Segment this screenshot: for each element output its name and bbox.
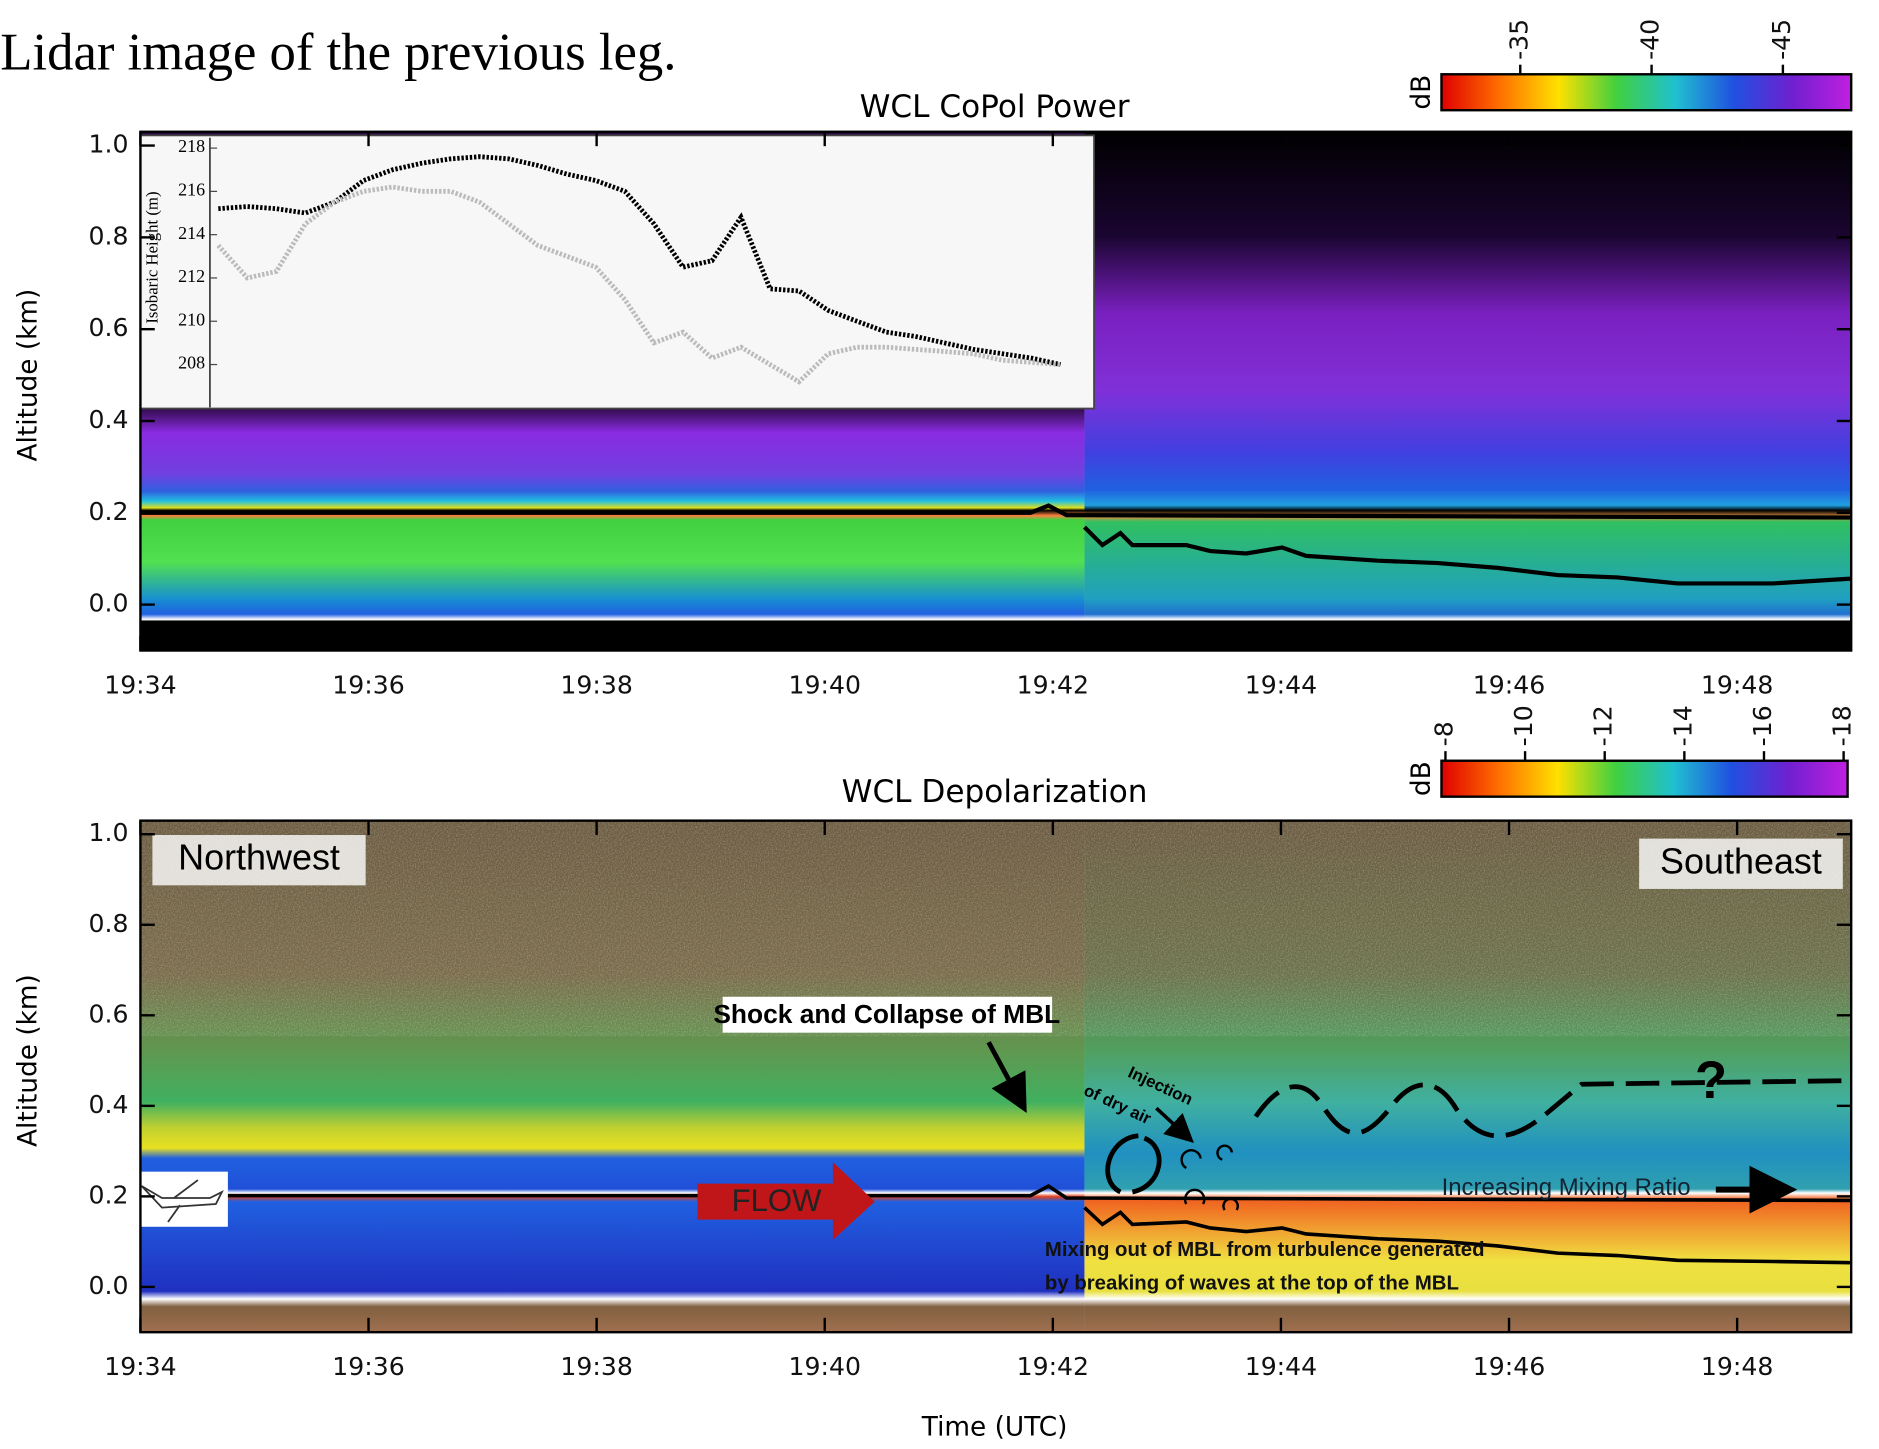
plot-frame [139,130,1853,652]
x-tick-label: 19:40 [789,1352,861,1381]
colorbar [1440,759,1849,798]
y-tick-label: 0.2 [88,497,128,526]
annotation: ? [1695,1051,1727,1110]
x-tick-label: 19:34 [104,1352,176,1381]
colorbar-tick-label: -18 [1828,705,1857,746]
chart-title: WCL CoPol Power [860,89,1130,125]
colorbar-label: dB [1407,761,1437,796]
colorbar-tick-label: -12 [1589,705,1618,746]
shock-arrow [986,1041,1027,1114]
x-tick-label: 19:44 [1245,670,1317,699]
y-tick-label: 0.4 [88,405,128,434]
heading: Lidar image of the previous leg. [0,24,676,82]
y-tick-label: 0.4 [88,1090,128,1119]
image-right [1084,131,1852,651]
series-line [218,154,1062,367]
annotation: Northwest [178,837,340,878]
y-axis-label: Altitude (km) [14,289,44,462]
y-tick-label: 0.6 [88,999,128,1028]
boundary-trace [1082,525,1852,586]
x-tick-label: 19:40 [789,670,861,699]
colorbar-tick-label: -40 [1636,19,1665,60]
aircraft-shape [140,1179,224,1223]
depol-image: Northwest Southeast Shock and Collapse o… [132,820,1852,1333]
x-tick-label: 19:42 [1017,1352,1089,1381]
colorbar-tick-label: -8 [1429,721,1458,746]
injection-arrow [1155,1106,1194,1143]
x-axis-label: Time (UTC) [921,1413,1068,1443]
colorbar-tick-label: -45 [1767,19,1796,60]
chart-title: WCL Depolarization [842,774,1148,810]
y-tick-label: 0.8 [88,221,128,250]
mbl-top-trace [140,503,1852,520]
inset-frame [139,134,1095,410]
colorbar-tick-label: -10 [1509,705,1538,746]
y-tick-label: 210 [178,309,205,329]
label-box [1639,838,1843,889]
x-tick-label: 19:48 [1701,1352,1773,1381]
y-tick-label: 0.6 [88,313,128,342]
annotation: Southeast [1660,840,1822,881]
y-tick-label: 208 [178,353,205,373]
y-tick-label: 0.0 [88,589,128,618]
x-tick-label: 19:36 [332,1352,404,1381]
x-tick-label: 19:46 [1473,670,1545,699]
x-tick-label: 19:44 [1245,1352,1317,1381]
x-tick-label: 19:36 [332,670,404,699]
y-tick-label: 1.0 [88,130,128,159]
label-box [722,996,1053,1033]
x-tick-label: 19:48 [1701,670,1773,699]
colorbar [1440,73,1853,112]
x-tick-label: 19:38 [560,1352,632,1381]
y-tick-label: 218 [178,136,205,156]
x-tick-label: 19:34 [104,670,176,699]
colorbar-label: dB [1407,75,1437,110]
eddy [1105,1133,1162,1195]
y-axis-label: Isobaric Height (m) [142,191,161,323]
label-box [152,835,366,886]
y-tick-label: 0.0 [88,1271,128,1300]
x-tick-label: 19:38 [560,670,632,699]
annotation: by breaking of waves at the top of the M… [1045,1273,1459,1295]
y-tick-label: 212 [178,266,205,286]
colorbar-tick-label: -35 [1504,19,1533,60]
x-tick-label: 19:46 [1473,1352,1545,1381]
y-tick-label: 0.8 [88,909,128,938]
annotation: FLOW [732,1183,823,1218]
colorbar-tick-label: -14 [1668,705,1697,746]
annotation: Shock and Collapse of MBL [713,999,1060,1029]
y-axis-label: Altitude (km) [14,974,44,1147]
y-tick-label: 214 [178,223,205,243]
y-tick-label: 0.2 [88,1180,128,1209]
plot-frame [139,819,1853,1334]
wave-trace [1253,1078,1852,1139]
annotation: Mixing out of MBL from turbulence genera… [1045,1239,1485,1261]
y-tick-label: 216 [178,180,205,200]
flow-arrow [697,1162,875,1240]
annotation: Increasing Mixing Ratio [1442,1174,1691,1201]
boundary-trace [1083,1206,1852,1265]
x-tick-label: 19:42 [1017,670,1089,699]
small-eddies [1180,1144,1239,1211]
image-floor [140,620,1852,651]
colorbar-tick-label: -16 [1748,705,1777,746]
y-tick-label: 1.0 [88,818,128,847]
